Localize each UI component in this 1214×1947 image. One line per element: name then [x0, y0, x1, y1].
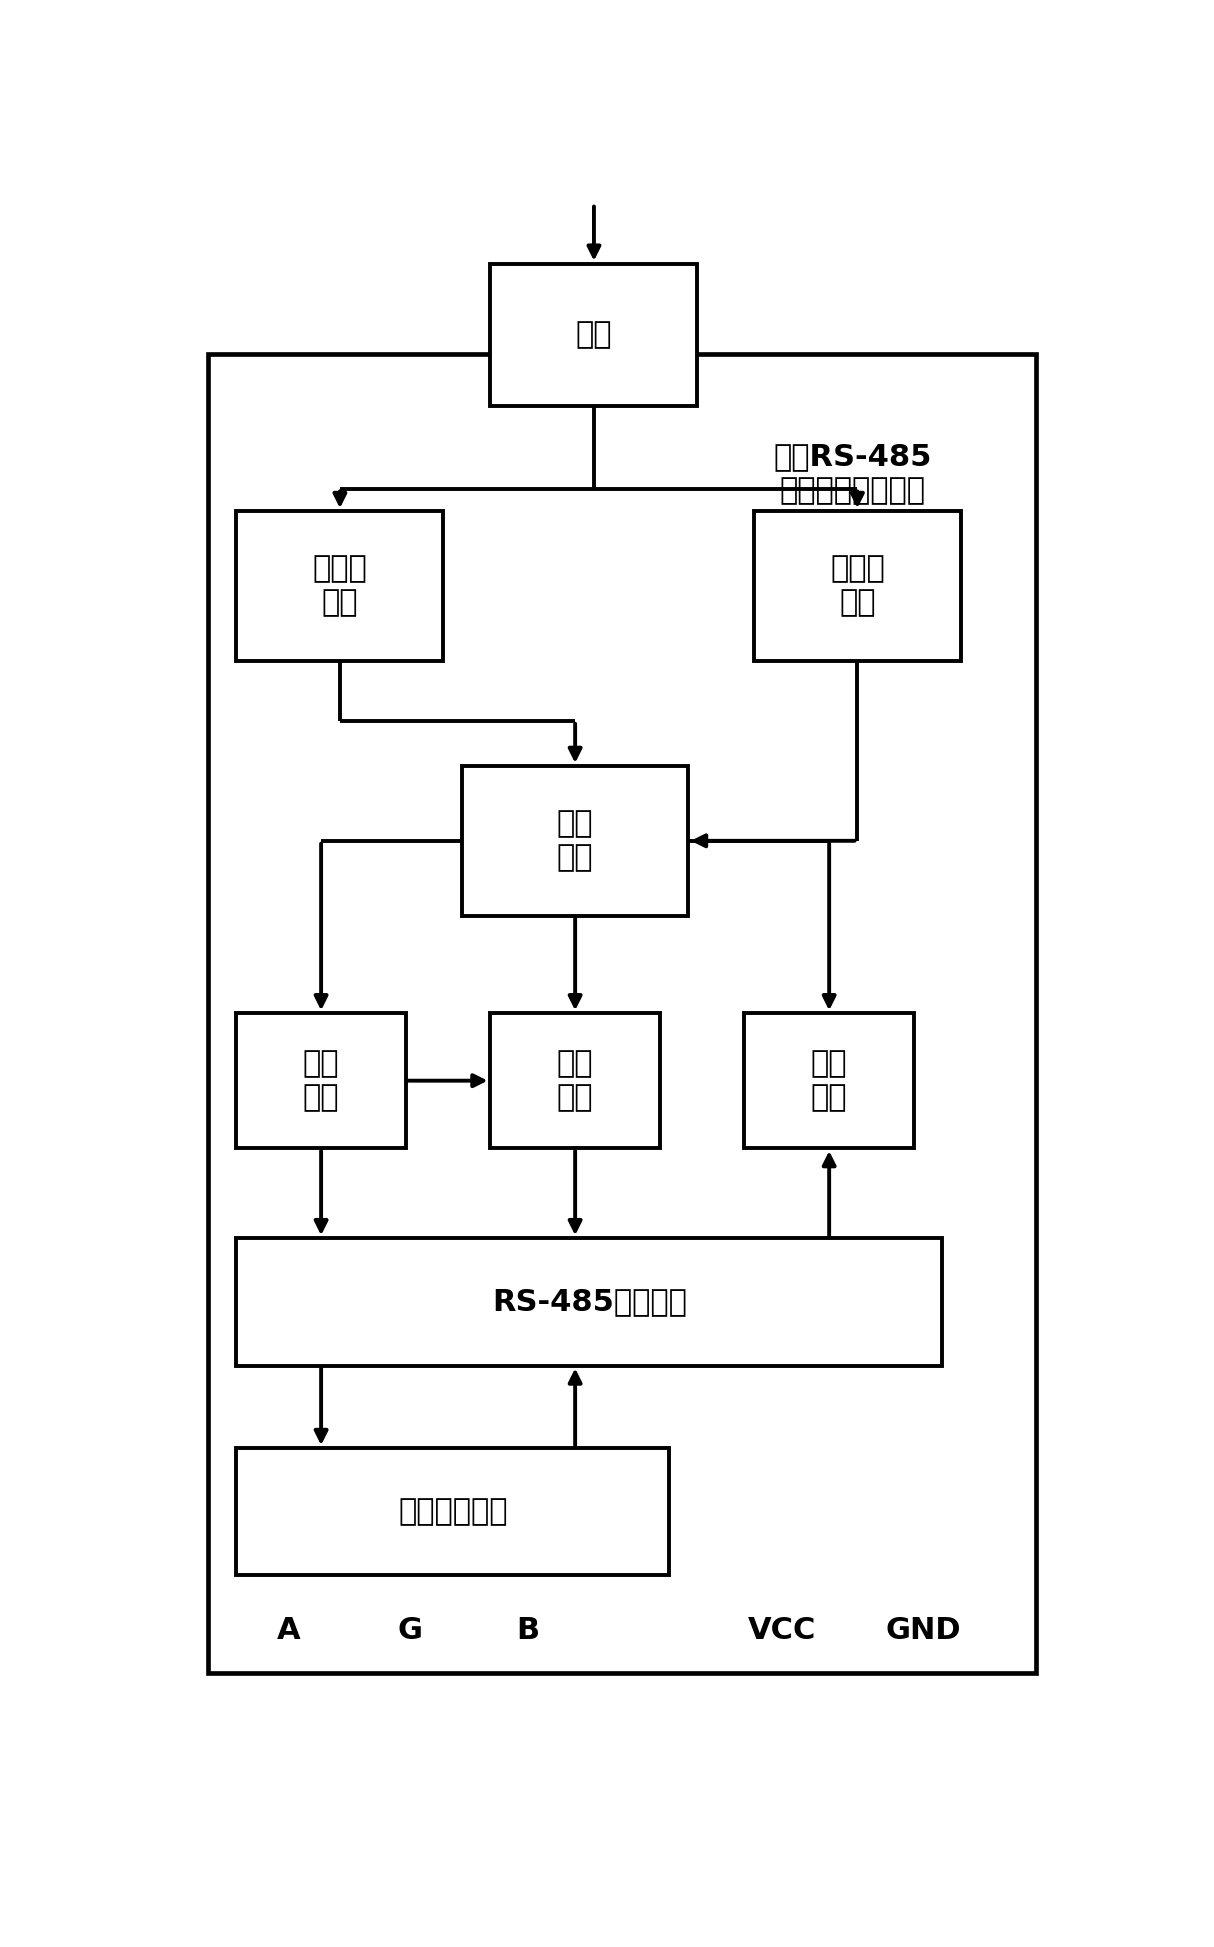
Text: B: B — [516, 1616, 540, 1645]
Bar — [463, 765, 688, 915]
Text: 三级防雷电路: 三级防雷电路 — [398, 1497, 507, 1526]
Text: 自动
换向: 自动 换向 — [557, 1049, 594, 1112]
Text: G: G — [398, 1616, 422, 1645]
Bar — [237, 1238, 942, 1365]
Text: RS-485接口芯片: RS-485接口芯片 — [492, 1287, 687, 1316]
Bar — [754, 510, 961, 660]
Bar — [744, 1012, 914, 1149]
Text: 光口: 光口 — [575, 321, 612, 349]
Bar — [237, 1449, 669, 1575]
Text: 光发射
电路: 光发射 电路 — [830, 555, 885, 617]
Bar — [237, 1012, 405, 1149]
Text: 光接收
电路: 光接收 电路 — [312, 555, 368, 617]
Text: 高速
光耦: 高速 光耦 — [302, 1049, 340, 1112]
Bar — [490, 1012, 660, 1149]
Bar — [490, 263, 697, 407]
Text: A: A — [277, 1616, 300, 1645]
Text: 无源RS-485
光网络嵌入式终端: 无源RS-485 光网络嵌入式终端 — [773, 442, 932, 504]
Text: GND: GND — [885, 1616, 961, 1645]
Text: 相位
转换: 相位 转换 — [557, 810, 594, 872]
Bar — [237, 510, 443, 660]
Text: 高速
光耦: 高速 光耦 — [811, 1049, 847, 1112]
Bar — [209, 354, 1036, 1672]
Text: VCC: VCC — [748, 1616, 816, 1645]
